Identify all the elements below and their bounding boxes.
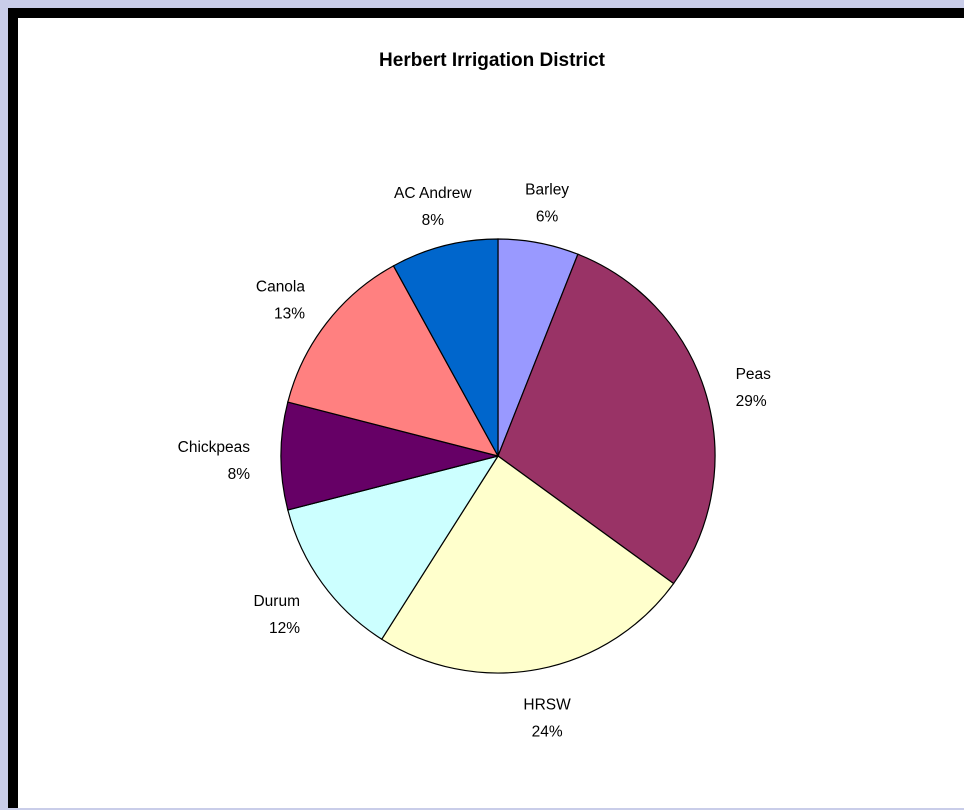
pie-slice-durum	[287, 455, 500, 641]
pie-slices	[280, 238, 716, 674]
slice-label-chickpeas: Chickpeas	[178, 439, 251, 456]
slice-label-peas: Peas	[736, 366, 772, 383]
slice-label-ac-andrew: AC Andrew	[394, 185, 472, 202]
chart-title: Herbert Irrigation District	[379, 50, 606, 71]
chart-frame: Herbert Irrigation District Barley 6% Peas…	[8, 8, 964, 808]
slice-label-durum: Durum	[253, 593, 300, 610]
slice-percent-chickpeas: 8%	[228, 466, 251, 483]
slice-percent-barley: 6%	[536, 209, 559, 226]
slice-label-barley: Barley	[525, 182, 569, 199]
slice-percent-durum: 12%	[269, 620, 300, 637]
slice-label-canola: Canola	[256, 278, 305, 295]
slice-percent-peas: 29%	[736, 393, 767, 410]
slice-percent-canola: 13%	[274, 305, 305, 322]
slice-percent-ac-andrew: 8%	[422, 212, 445, 229]
pie-slice-canola	[287, 265, 500, 457]
pie-labels: Barley 6% Peas 29% HRSW 24% Durum 12% Chickpeas 8…	[178, 182, 772, 741]
pie-slice-peas	[497, 253, 716, 585]
pie-slice-hrsw	[380, 455, 675, 674]
pie-slice-ac-andrew	[392, 238, 499, 457]
chart-area: Herbert Irrigation District Barley 6% Peas…	[18, 18, 964, 808]
slice-label-hrsw: HRSW	[523, 696, 571, 713]
pie-slice-chickpeas	[280, 401, 499, 511]
pie-chart: Herbert Irrigation District Barley 6% Peas…	[178, 50, 772, 741]
slice-percent-hrsw: 24%	[532, 723, 563, 740]
